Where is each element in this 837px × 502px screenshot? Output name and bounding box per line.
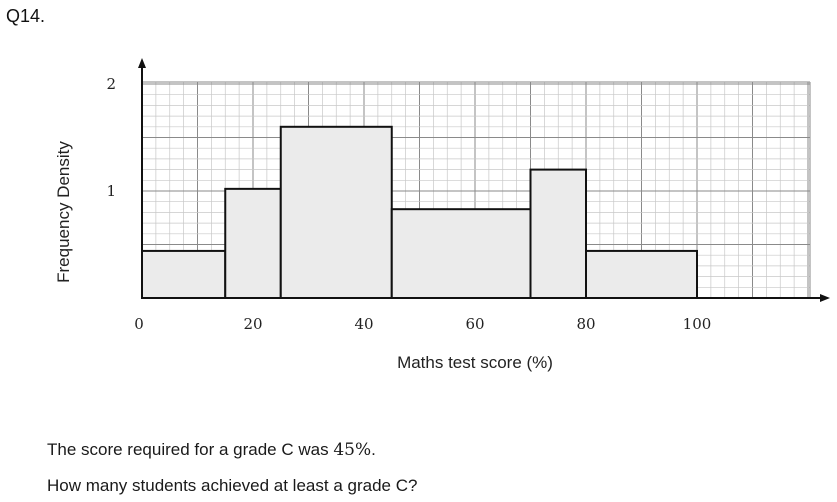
x-tick-label-100: 100 <box>683 315 712 333</box>
y-tick-label-2: 2 <box>106 75 116 93</box>
chart-axes <box>138 58 830 302</box>
histogram-bar-6 <box>585 249 698 299</box>
y-tick-label-1: 1 <box>106 182 116 200</box>
histogram-bar-2 <box>224 187 282 299</box>
question-line-1: The score required for a grade C was 45%… <box>47 440 376 460</box>
grade-c-threshold: 45% <box>333 440 372 460</box>
question-number: Q14. <box>6 6 46 26</box>
question-line-2: How many students achieved at least a gr… <box>47 476 418 495</box>
y-axis-label: Frequency Density <box>54 141 73 283</box>
x-tick-label-60: 60 <box>465 315 484 333</box>
chart-tick-labels: 0 20 40 60 80 100 1 2 <box>106 75 711 333</box>
question-line-1-text: The score required for a grade C was <box>47 440 334 459</box>
question-line-1-end: . <box>371 440 376 459</box>
x-axis-arrow-icon <box>820 294 830 302</box>
x-axis-label: Maths test score (%) <box>397 353 553 372</box>
x-tick-label-40: 40 <box>354 315 373 333</box>
x-tick-label-80: 80 <box>576 315 595 333</box>
histogram-bar-3 <box>279 125 393 299</box>
histogram-bar-5 <box>529 168 587 299</box>
histogram-bar-4 <box>390 208 532 299</box>
histogram-bar-1 <box>141 249 227 299</box>
x-tick-label-20: 20 <box>243 315 262 333</box>
y-axis-arrow-icon <box>138 58 146 68</box>
x-tick-label-0: 0 <box>134 315 144 333</box>
histogram-chart: 0 20 40 60 80 100 1 2 Maths test score (%) Freq… <box>54 58 830 372</box>
chart-bars <box>141 125 698 299</box>
